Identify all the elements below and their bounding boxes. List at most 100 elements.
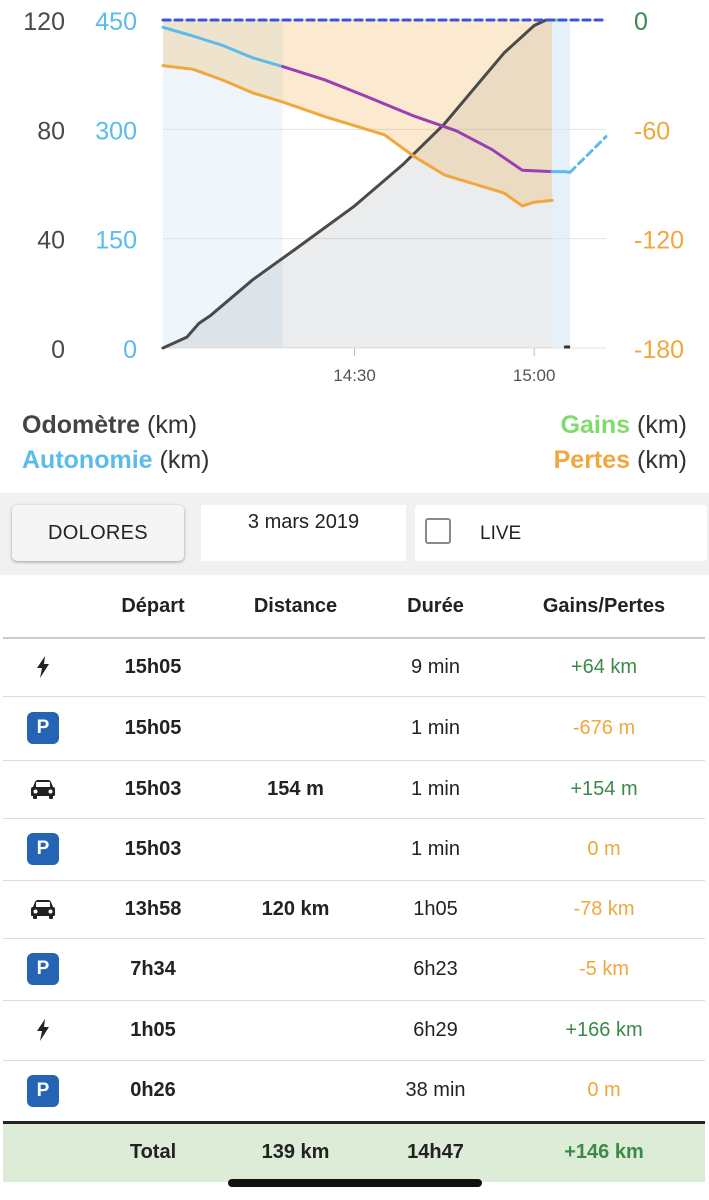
legend-odometer: Odomètre (km) [22,408,197,442]
table-total-row: Total 139 km 14h47 +146 km [3,1120,705,1182]
row-duration: 6h29 [368,1000,503,1061]
table-row[interactable]: 1h05 6h29 +166 km [3,1000,705,1061]
header-gains-losses[interactable]: Gains/Pertes [503,575,705,639]
row-departure: 7h34 [83,938,223,1001]
x-tick-label: 14:30 [333,366,376,385]
row-type-cell [3,1000,83,1061]
row-type-cell: P [3,696,83,761]
series-line-0 [161,18,554,350]
parking-icon: P [27,953,59,985]
row-gains-losses: -78 km [503,880,705,939]
chart-legend: Odomètre (km) Autonomie (km) Gains (km) … [0,400,709,485]
row-departure: 13h58 [83,880,223,939]
gains_losses-tick-label: -120 [634,227,684,255]
table-row[interactable]: P 15h05 1 min -676 m [3,696,705,761]
row-gains-losses: -5 km [503,938,705,1001]
row-distance [223,1000,368,1061]
legend-gains-name: Gains [560,411,631,439]
odometer-area [163,20,553,348]
legend-range: Autonomie (km) [22,443,209,477]
row-departure: 15h05 [83,638,223,697]
series-line-4 [568,135,608,174]
parking-icon: P [27,712,59,744]
odometer-tick-label: 40 [37,227,65,255]
range-band-pre [163,20,283,348]
total-duration: 14h47 [368,1120,503,1182]
row-distance [223,638,368,697]
car-icon [31,900,55,920]
losses-area [163,20,553,206]
odometer-tick-label: 80 [37,117,65,145]
total-label: Total [83,1120,223,1182]
table-row[interactable]: 13h58 120 km 1h05 -78 km [3,880,705,939]
range-band-post [552,20,571,348]
charge-icon [36,656,50,679]
row-departure: 1h05 [83,1000,223,1061]
drive-icon [30,898,56,920]
row-duration: 6h23 [368,938,503,1001]
row-distance [223,818,368,881]
row-distance [223,696,368,761]
header-type [3,575,83,639]
legend-odometer-unit: (km) [147,411,198,439]
table-row[interactable]: P 15h03 1 min 0 m [3,818,705,881]
car-icon [31,780,55,800]
chart: 14:30 15:00 120 80 40 0 450 300 150 0 0 -60 -120 -180 [0,0,709,395]
row-departure: 0h26 [83,1060,223,1123]
row-duration: 38 min [368,1060,503,1123]
header-distance[interactable]: Distance [223,575,368,639]
range-tick-label: 150 [95,227,137,255]
bolt-icon [37,656,49,679]
series-line-5 [161,64,554,208]
legend-range-unit: (km) [159,446,210,474]
header-departure[interactable]: Départ [83,575,223,639]
total-distance: 139 km [223,1120,368,1182]
row-gains-losses: +166 km [503,1000,705,1061]
x-tick-label: 15:00 [513,366,556,385]
range-tick-label: 300 [95,117,137,145]
row-duration: 1 min [368,818,503,881]
controls-bar: DOLORES 3 mars 2019 LIVE [0,493,709,575]
parking-icon: P [27,833,59,865]
live-checkbox[interactable] [425,518,451,544]
row-gains-losses: -676 m [503,696,705,761]
row-type-cell: P [3,1060,83,1123]
total-gains-losses: +146 km [503,1120,705,1182]
row-departure: 15h03 [83,760,223,819]
row-type-cell [3,638,83,697]
live-toggle[interactable]: LIVE [415,505,707,561]
row-gains-losses: 0 m [503,1060,705,1123]
row-type-cell: P [3,938,83,1001]
legend-range-name: Autonomie [22,446,153,474]
table-row[interactable]: P 0h26 38 min 0 m [3,1060,705,1123]
table-row[interactable]: P 7h34 6h23 -5 km [3,938,705,1001]
row-departure: 15h03 [83,818,223,881]
header-duration[interactable]: Durée [368,575,503,639]
gains_losses-tick-label: -180 [634,336,684,364]
series-line-2 [281,65,554,174]
row-distance: 120 km [223,880,368,939]
row-type-cell: P [3,818,83,881]
legend-losses: Pertes (km) [554,443,687,477]
row-type-cell [3,760,83,819]
legend-gains: Gains (km) [561,408,687,442]
range-tick-label: 450 [95,8,137,36]
vehicle-select-button[interactable]: DOLORES [12,505,184,561]
row-gains-losses: +154 m [503,760,705,819]
odometer-tick-label: 120 [23,8,65,36]
row-distance [223,1060,368,1123]
bolt-icon [37,1019,49,1042]
legend-gains-unit: (km) [637,411,687,439]
date-picker[interactable]: 3 mars 2019 [201,505,406,561]
table-row[interactable]: 15h05 9 min +64 km [3,638,705,697]
live-label: LIVE [480,523,522,544]
legend-losses-unit: (km) [637,446,687,474]
row-type-cell [3,880,83,939]
range-tick-label: 0 [123,336,137,364]
charge-icon [36,1019,50,1042]
total-type-cell [3,1120,83,1182]
odometer-tick-label: 0 [51,336,65,364]
row-gains-losses: 0 m [503,818,705,881]
parking-icon: P [27,1074,59,1107]
